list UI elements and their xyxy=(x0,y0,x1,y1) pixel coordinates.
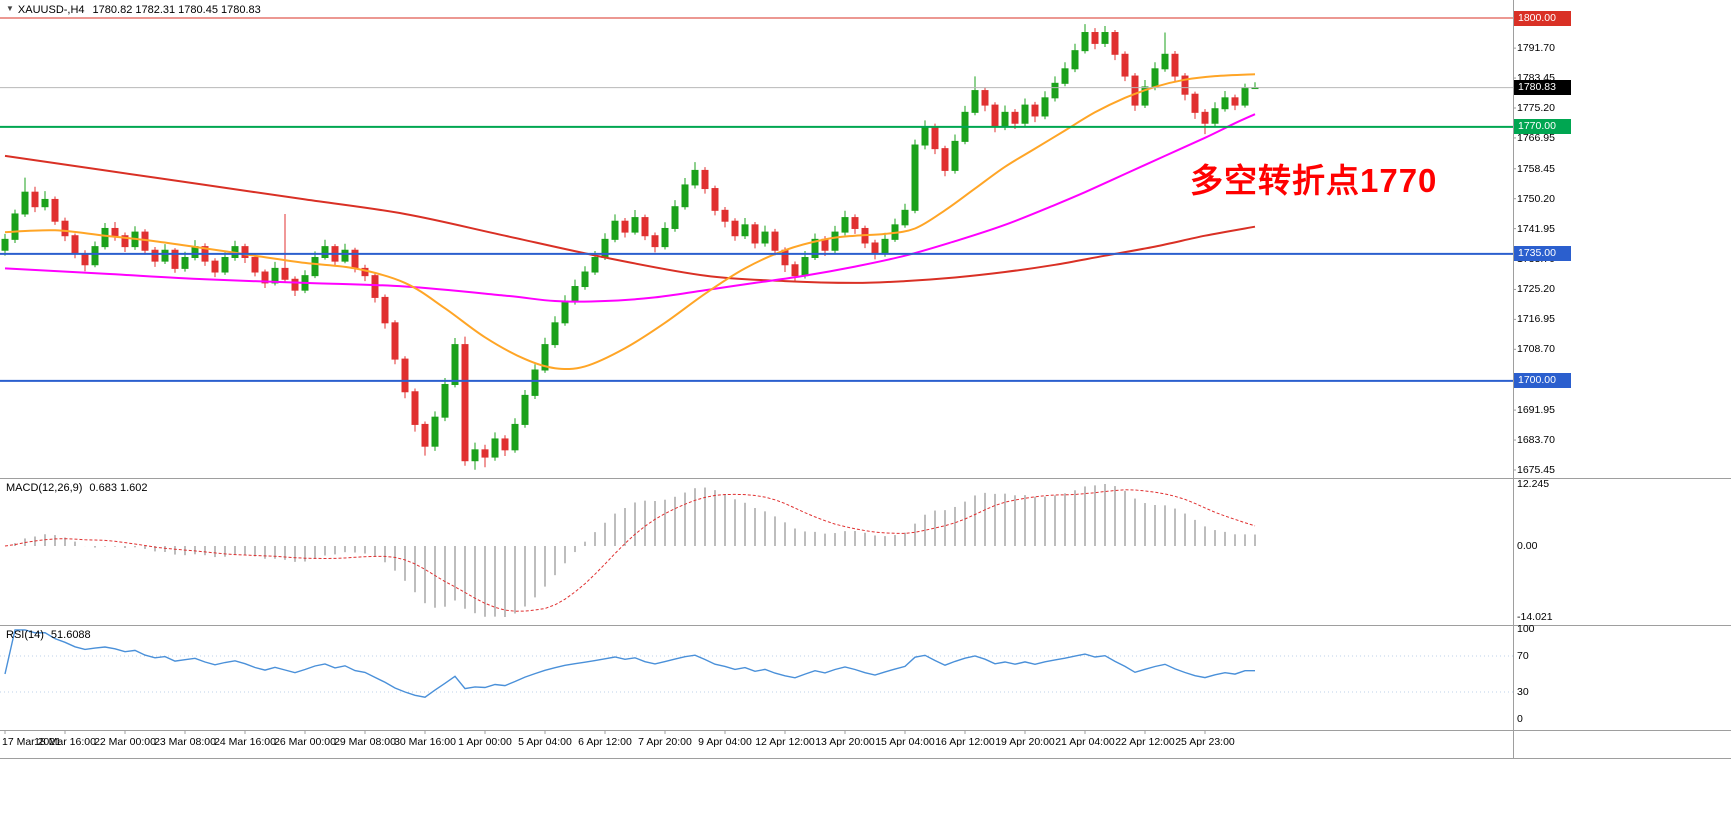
current-price-box: 1780.83 xyxy=(1514,80,1571,95)
time-axis-label: 21 Apr 04:00 xyxy=(1055,736,1115,748)
price-axis-label: 1741.95 xyxy=(1517,223,1555,235)
price-axis-label: 1750.20 xyxy=(1517,193,1555,205)
price-axis-label: 1675.45 xyxy=(1517,464,1555,476)
time-axis-label: 17 Mar 2021 xyxy=(2,736,61,748)
time-axis-label: 1 Apr 00:00 xyxy=(458,736,512,748)
price-level-box-1770.00[interactable]: 1770.00 xyxy=(1514,119,1571,134)
rsi-axis-label: 70 xyxy=(1517,650,1529,662)
macd-current-values: 0.683 1.602 xyxy=(89,482,148,494)
rsi-current-value: 51.6088 xyxy=(50,629,91,641)
price-level-box-1700.00[interactable]: 1700.00 xyxy=(1514,373,1571,388)
rsi-name: RSI(14) xyxy=(6,629,44,641)
macd-name: MACD(12,26,9) xyxy=(6,482,83,494)
ma-lines-layer xyxy=(4,73,1256,371)
price-axis-label: 1758.45 xyxy=(1517,163,1555,175)
macd-axis-label: -14.021 xyxy=(1517,611,1553,623)
time-axis-label: 19 Apr 20:00 xyxy=(995,736,1055,748)
candles-layer xyxy=(1,24,1259,470)
rsi-indicator-label: RSI(14) 51.6088 xyxy=(6,629,91,641)
time-axis-label: 22 Mar 00:00 xyxy=(94,736,156,748)
price-axis-label: 1683.70 xyxy=(1517,434,1555,446)
horizontal-lines-layer[interactable] xyxy=(0,17,1513,382)
price-axis-label: 1791.70 xyxy=(1517,42,1555,54)
rsi-axis-label: 0 xyxy=(1517,713,1523,725)
macd-axis-label: 0.00 xyxy=(1517,540,1538,552)
time-axis-label: 9 Apr 04:00 xyxy=(698,736,752,748)
time-axis-label: 13 Apr 20:00 xyxy=(815,736,875,748)
price-axis-label: 1708.70 xyxy=(1517,343,1555,355)
price-axis-label: 1775.20 xyxy=(1517,102,1555,114)
time-axis-label: 5 Apr 04:00 xyxy=(518,736,572,748)
time-axis-label: 23 Mar 08:00 xyxy=(154,736,216,748)
main-price-panel[interactable] xyxy=(0,17,1513,470)
macd-panel[interactable] xyxy=(4,483,1256,618)
time-axis-label: 22 Apr 12:00 xyxy=(1115,736,1175,748)
time-axis-label: 12 Apr 12:00 xyxy=(755,736,815,748)
time-axis-label: 26 Mar 00:00 xyxy=(274,736,336,748)
fast-ma-orange[interactable] xyxy=(4,73,1256,371)
panel-separators xyxy=(0,0,1731,759)
price-level-box-1800.00[interactable]: 1800.00 xyxy=(1514,11,1571,26)
price-axis-label: 1766.95 xyxy=(1517,132,1555,144)
price-axis-label: 1691.95 xyxy=(1517,404,1555,416)
price-axis-label: 1716.95 xyxy=(1517,313,1555,325)
mid-ma-magenta[interactable] xyxy=(4,113,1256,303)
time-axis-label: 18 Mar 16:00 xyxy=(34,736,96,748)
time-axis-label: 24 Mar 16:00 xyxy=(214,736,276,748)
price-level-box-1735.00[interactable]: 1735.00 xyxy=(1514,246,1571,261)
rsi-panel[interactable] xyxy=(0,629,1513,698)
time-axis-label: 25 Apr 23:00 xyxy=(1175,736,1235,748)
symbol-timeframe-label: XAUUSD-,H4 xyxy=(17,4,85,16)
rsi-axis-label: 100 xyxy=(1517,623,1535,635)
macd-axis-label: 12.245 xyxy=(1517,478,1550,490)
chart-ohlc-title: ▼ XAUUSD-,H4 1780.82 1782.31 1780.45 1780.… xyxy=(6,4,261,16)
slow-ma-red[interactable] xyxy=(4,154,1256,284)
rsi-line xyxy=(4,629,1255,698)
ohlc-values: 1780.82 1782.31 1780.45 1780.83 xyxy=(92,4,261,16)
time-axis-label: 7 Apr 20:00 xyxy=(638,736,692,748)
time-axis-label: 30 Mar 16:00 xyxy=(394,736,456,748)
rsi-axis-label: 30 xyxy=(1517,686,1529,698)
time-axis-label: 15 Apr 04:00 xyxy=(875,736,935,748)
macd-signal-line xyxy=(4,489,1256,612)
time-axis-label: 6 Apr 12:00 xyxy=(578,736,632,748)
time-axis-label: 29 Mar 08:00 xyxy=(334,736,396,748)
price-axis-label: 1725.20 xyxy=(1517,283,1555,295)
price-axis-label: 1783.45 xyxy=(1517,72,1555,84)
symbol-expand-arrow-icon[interactable]: ▼ xyxy=(6,4,14,13)
time-axis-label: 16 Apr 12:00 xyxy=(935,736,995,748)
chart-annotation-text: 多空转折点1770 xyxy=(1190,162,1438,199)
macd-indicator-label: MACD(12,26,9) 0.683 1.602 xyxy=(6,482,148,494)
